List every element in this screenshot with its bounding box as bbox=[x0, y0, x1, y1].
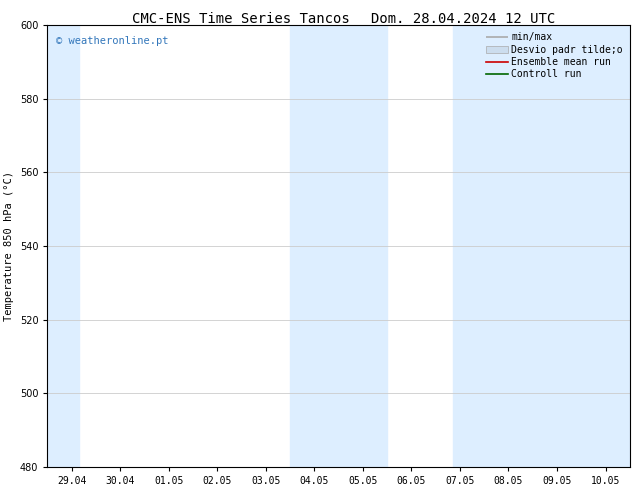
Bar bbox=[453, 25, 630, 467]
Text: CMC-ENS Time Series Tancos: CMC-ENS Time Series Tancos bbox=[132, 12, 350, 26]
Bar bbox=[48, 25, 79, 467]
Text: © weatheronline.pt: © weatheronline.pt bbox=[56, 36, 169, 47]
Bar bbox=[290, 25, 387, 467]
Text: Dom. 28.04.2024 12 UTC: Dom. 28.04.2024 12 UTC bbox=[371, 12, 555, 26]
Y-axis label: Temperature 850 hPa (°C): Temperature 850 hPa (°C) bbox=[4, 171, 14, 321]
Legend: min/max, Desvio padr tilde;o, Ensemble mean run, Controll run: min/max, Desvio padr tilde;o, Ensemble m… bbox=[484, 30, 625, 81]
